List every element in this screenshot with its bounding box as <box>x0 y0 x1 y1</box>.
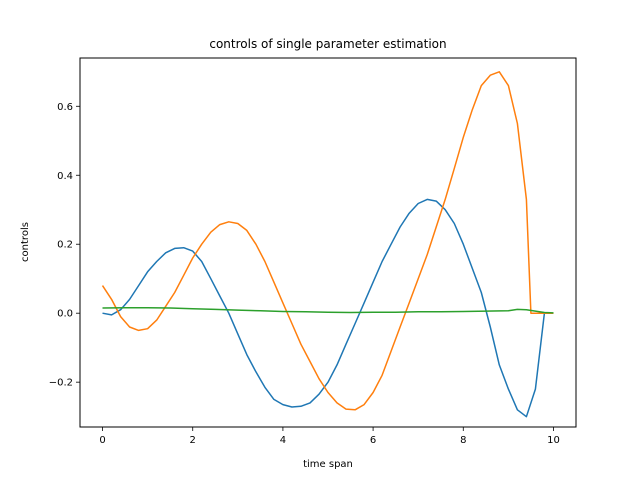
x-tick-label: 6 <box>370 435 376 446</box>
x-ticks: 0 2 4 6 8 10 <box>99 427 560 446</box>
series-line-2 <box>101 71 554 411</box>
axes-frame <box>79 57 577 428</box>
x-tick-label: 4 <box>280 435 286 446</box>
chart-title: controls of single parameter estimation <box>209 37 446 51</box>
y-tick-label: 0.6 <box>57 102 73 113</box>
x-tick-label: 2 <box>190 435 196 446</box>
x-tick-label: 10 <box>547 435 560 446</box>
x-axis-label: time span <box>303 459 353 470</box>
y-tick-label: 0.4 <box>57 171 73 182</box>
x-tick-label: 8 <box>460 435 466 446</box>
y-ticks: −0.2 0.0 0.2 0.4 0.6 <box>49 102 80 389</box>
y-axis-label: controls <box>20 222 31 262</box>
x-tick-label: 0 <box>99 435 105 446</box>
y-tick-label: 0.0 <box>57 309 73 320</box>
series-line-3 <box>102 306 554 314</box>
plot-lines <box>101 71 554 418</box>
y-tick-label: 0.2 <box>57 240 73 251</box>
y-tick-label: −0.2 <box>49 378 73 389</box>
series-line-1 <box>102 198 554 418</box>
